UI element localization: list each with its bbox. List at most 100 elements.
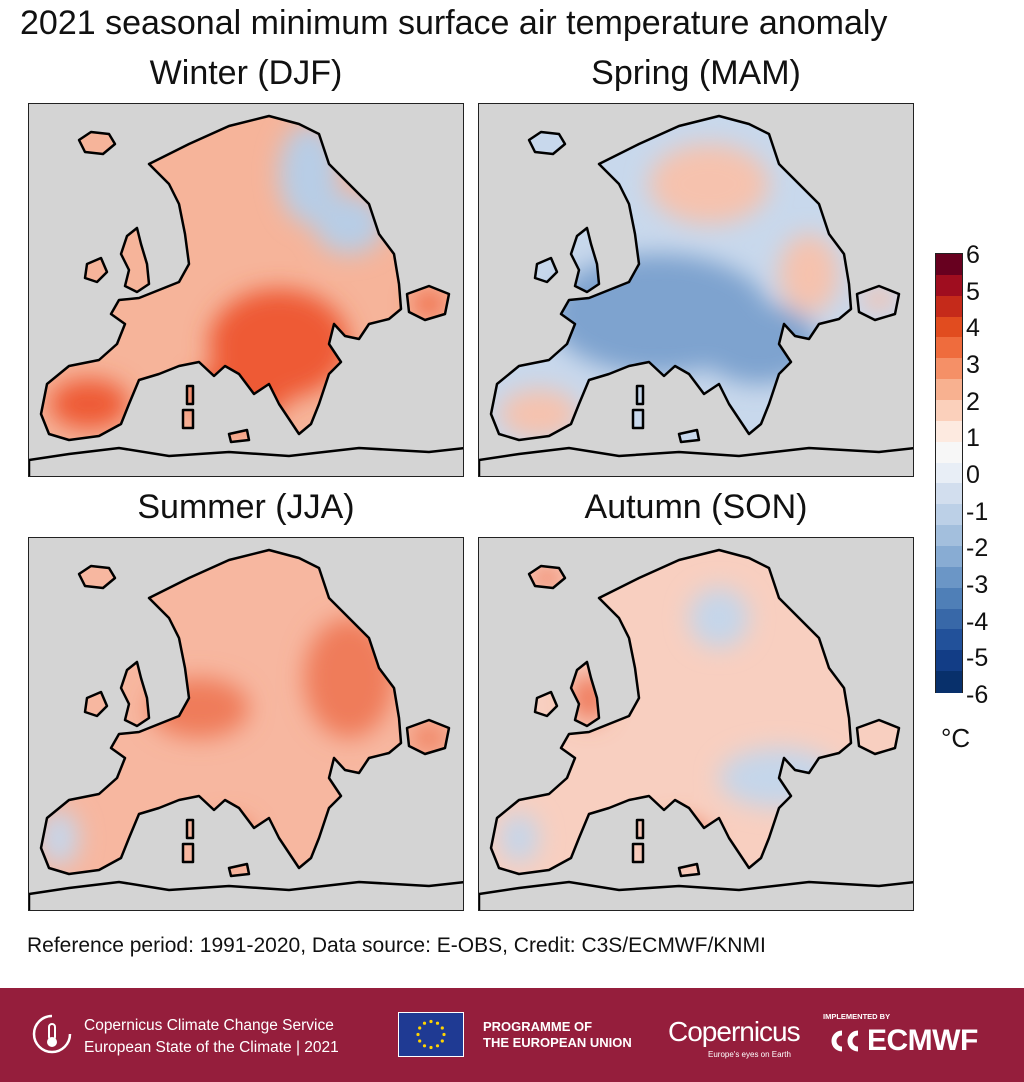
c3s-text: Copernicus Climate Change Service Europe… [84,1015,339,1059]
colorbar [935,253,963,693]
ecmwf-logo-icon [831,1030,859,1052]
colorbar-segment [936,587,962,610]
colorbar-segment [936,441,962,464]
coastline [631,408,645,430]
coastline [181,842,195,864]
coastline [119,226,151,294]
anomaly-region [314,194,384,254]
eu-flag-icon [398,1012,464,1057]
colorbar-segment [936,254,962,276]
colorbar-segment [936,420,962,443]
colorbar-tick-label: 1 [966,424,980,453]
anomaly-region [689,588,749,648]
coastline [39,114,403,442]
eu-line2: THE EUROPEAN UNION [483,1035,632,1050]
colorbar-segment [936,650,962,672]
colorbar-segment [936,483,962,505]
colorbar-segment [936,379,962,401]
map-panel-summer [28,537,464,911]
colorbar-segment [936,316,962,339]
colorbar-segment [936,295,962,318]
map-summer [29,538,463,910]
africa-coastline [29,880,463,910]
map-panel-spring [478,103,914,477]
coastline [227,428,251,444]
coastline [635,818,645,840]
map-spring [479,104,913,476]
africa-coastline [29,446,463,476]
colorbar-tick-label: -3 [966,571,989,599]
coastline [527,564,567,590]
coastline [855,718,901,756]
anomaly-region [649,144,769,224]
coastline [569,226,601,294]
c3s-line2: European State of the Climate | 2021 [84,1039,339,1056]
eu-line1: PROGRAMME OF [483,1019,593,1034]
colorbar-tick-label: 6 [966,241,980,269]
colorbar-segment [936,608,962,631]
coastline [635,384,645,406]
coastline [39,548,403,876]
coastline [227,862,251,878]
credit-text: Reference period: 1991-2020, Data source… [27,934,766,957]
colorbar-tick-label: 5 [966,277,980,306]
colorbar-segment [936,629,962,651]
map-winter [29,104,463,476]
anomaly-region [49,379,129,429]
coastline [77,130,117,156]
coastline [185,818,195,840]
panel-title-winter: Winter (DJF) [149,54,343,92]
anomaly-region [779,234,839,314]
coastline [631,842,645,864]
coastline [533,256,559,284]
colorbar-segment [936,358,962,380]
panel-title-summer: Summer (JJA) [137,488,355,526]
eu-text: PROGRAMME OF THE EUROPEAN UNION [483,1019,632,1051]
colorbar-tick-label: 0 [966,461,980,489]
colorbar-tick-label: 4 [966,314,980,343]
coastline [677,428,701,444]
anomaly-region [41,810,79,866]
c3s-logo-icon [32,1014,72,1054]
anomaly-region [413,292,445,316]
coastline [405,284,451,322]
c3s-line1: Copernicus Climate Change Service [84,1017,334,1034]
anomaly-region [499,389,579,439]
coastline [83,690,109,718]
coastline [677,862,701,878]
colorbar-segment [936,337,962,359]
coastline [181,408,195,430]
map-panel-winter [28,103,464,477]
map-autumn [479,538,913,910]
coastline [489,548,853,876]
panel-title-autumn: Autumn (SON) [584,488,808,526]
colorbar-segment [936,566,962,589]
colorbar-segment [936,525,962,547]
colorbar-tick-label: -5 [966,644,989,673]
coastline [119,660,151,728]
anomaly-region [529,568,565,588]
map-panel-autumn [478,537,914,911]
ecmwf-logo-text: ECMWF [867,1024,978,1057]
colorbar-segment [936,671,962,693]
chart-title: 2021 seasonal minimum surface air temper… [20,4,888,42]
coastline [855,284,901,322]
coastline [185,384,195,406]
anomaly-region [411,724,447,752]
africa-coastline [479,880,913,910]
colorbar-segment [936,546,962,568]
implemented-by-text: IMPLEMENTED BY [823,1012,891,1021]
colorbar-tick-label: -4 [966,607,989,636]
colorbar-tick-label: -1 [966,497,989,526]
africa-coastline [479,446,913,476]
colorbar-tick-label: -6 [966,681,989,709]
copernicus-logo-text: Copernicus [668,1016,801,1047]
colorbar-tick-label: 3 [966,351,980,379]
colorbar-tick-label: -2 [966,534,989,563]
coastline [83,256,109,284]
anomaly-region [499,813,539,863]
colorbar-segment [936,504,962,526]
coastline [77,564,117,590]
coastline [569,660,601,728]
anomaly-region [861,287,897,311]
